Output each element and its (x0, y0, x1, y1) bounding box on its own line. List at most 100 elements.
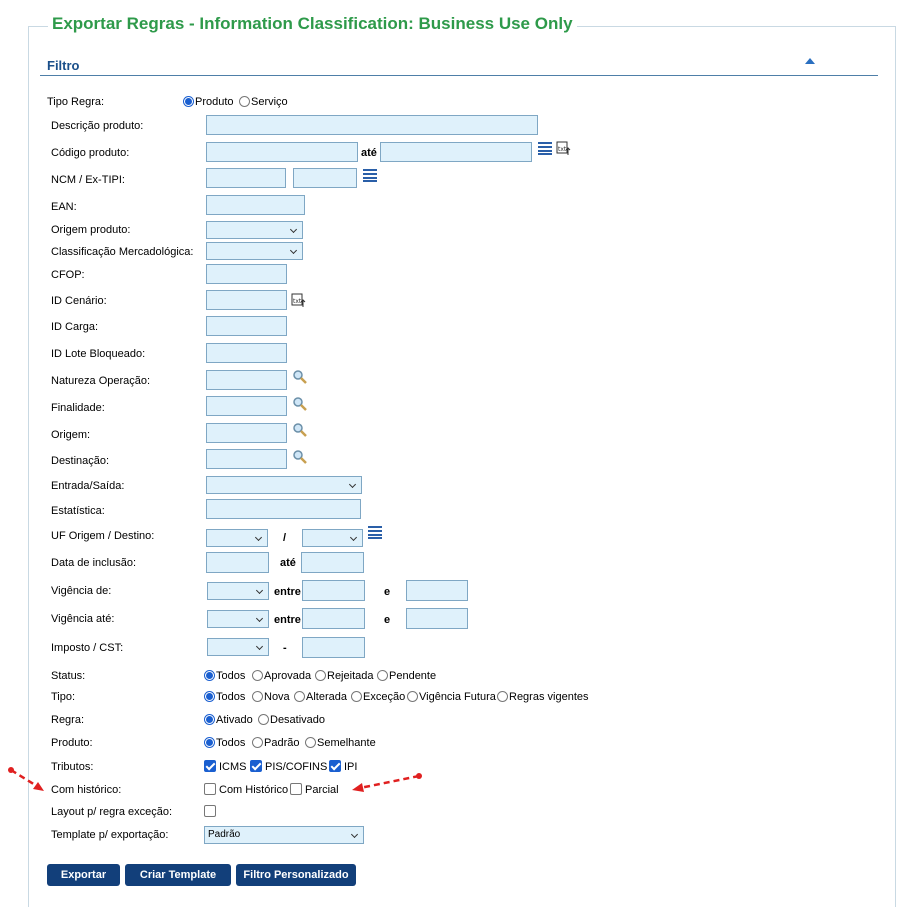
origem-produto-label: Origem produto: (51, 224, 131, 236)
page-title: Exportar Regras - Information Classifica… (48, 14, 577, 34)
finalidade-label: Finalidade: (51, 402, 105, 414)
ncm-label: NCM / Ex-TIPI: (51, 174, 125, 186)
checkbox-layout-excecao[interactable] (204, 805, 219, 818)
radio-tipo-alterada[interactable]: Alterada (294, 691, 347, 703)
annotation-arrows (8, 767, 422, 792)
descricao-input[interactable] (206, 115, 538, 135)
radio-tipo-vigencia-futura[interactable]: Vigência Futura (407, 691, 496, 703)
classificacao-select[interactable] (206, 242, 303, 260)
uf-label: UF Origem / Destino: (51, 530, 155, 542)
radio-icon (377, 670, 388, 681)
id-carga-label: ID Carga: (51, 321, 99, 333)
uf-destino-select[interactable] (302, 529, 363, 547)
template-label: Template p/ exportação: (51, 829, 169, 841)
produto-label: Produto: (51, 737, 93, 749)
destinacao-label: Destinação: (51, 455, 110, 467)
finalidade-input[interactable] (206, 396, 287, 416)
ean-input[interactable] (206, 195, 305, 215)
radio-regra-ativado[interactable]: Ativado (204, 714, 253, 726)
search-icon[interactable] (292, 449, 308, 465)
vigencia-de-fim-input[interactable] (406, 580, 468, 601)
uf-separator: / (283, 532, 287, 544)
radio-selected-icon (204, 670, 215, 681)
estatistica-label: Estatística: (51, 505, 105, 517)
radio-produto-semelhante[interactable]: Semelhante (305, 737, 376, 749)
origem-input[interactable] (206, 423, 287, 443)
radio-tipo-produto[interactable]: Produto (183, 96, 234, 108)
radio-status-pendente[interactable]: Pendente (377, 670, 436, 682)
destinacao-input[interactable] (206, 449, 287, 469)
id-carga-input[interactable] (206, 316, 287, 336)
id-lote-label: ID Lote Bloqueado: (51, 348, 146, 360)
status-label: Status: (51, 670, 86, 682)
data-inclusao-fim-input[interactable] (301, 552, 364, 573)
codigo-fim-input[interactable] (380, 142, 532, 162)
cfop-input[interactable] (206, 264, 287, 284)
codigo-inicio-input[interactable] (206, 142, 358, 162)
codigo-ate-label: até (361, 147, 377, 159)
historico-label: Com histórico: (51, 784, 122, 796)
checkbox-parcial[interactable]: Parcial (290, 783, 339, 796)
tipo-label: Tipo: (51, 691, 76, 703)
radio-icon (315, 670, 326, 681)
entrada-saida-select[interactable] (206, 476, 362, 494)
classificacao-label: Classificação Mercadológica: (51, 246, 194, 258)
ex-tipi-input[interactable] (293, 168, 357, 188)
vigencia-ate-fim-input[interactable] (406, 608, 468, 629)
radio-tipo-regras-vigentes[interactable]: Regras vigentes (497, 691, 589, 703)
radio-selected-icon (204, 737, 215, 748)
list-icon[interactable] (538, 141, 552, 155)
radio-status-todos[interactable]: Todos (204, 670, 245, 682)
vigencia-ate-select[interactable] (207, 610, 269, 628)
import-file-icon[interactable]: txt (291, 292, 307, 308)
radio-tipo-nova[interactable]: Nova (252, 691, 290, 703)
collapse-arrow-icon[interactable] (805, 58, 815, 64)
checkbox-pis-cofins[interactable]: PIS/COFINS (250, 760, 327, 773)
checkbox-com-historico[interactable]: Com Histórico (204, 783, 288, 796)
vigencia-de-e-label: e (384, 586, 391, 598)
estatistica-input[interactable] (206, 499, 361, 519)
radio-produto-padrao[interactable]: Padrão (252, 737, 299, 749)
checkbox-icon (204, 783, 216, 795)
section-divider (40, 75, 878, 76)
imposto-dash: - (283, 642, 287, 654)
radio-tipo-todos[interactable]: Todos (204, 691, 245, 703)
origem-produto-select[interactable] (206, 221, 303, 239)
radio-produto-todos[interactable]: Todos (204, 737, 245, 749)
annotation-arrow-right (352, 773, 422, 792)
criar-template-button[interactable]: Criar Template (125, 864, 231, 886)
template-select[interactable]: Padrão (204, 826, 364, 844)
checkbox-icms[interactable]: ICMS (204, 760, 247, 773)
exportar-button[interactable]: Exportar (47, 864, 120, 886)
search-icon[interactable] (292, 369, 308, 385)
list-icon[interactable] (368, 525, 382, 539)
section-title: Filtro (47, 58, 80, 73)
vigencia-de-select[interactable] (207, 582, 269, 600)
search-icon[interactable] (292, 396, 308, 412)
radio-tipo-excecao[interactable]: Exceção (351, 691, 405, 703)
vigencia-ate-inicio-input[interactable] (302, 608, 365, 629)
data-inclusao-inicio-input[interactable] (206, 552, 269, 573)
checkbox-ipi[interactable]: IPI (329, 760, 357, 773)
search-icon[interactable] (292, 422, 308, 438)
natureza-input[interactable] (206, 370, 287, 390)
uf-origem-select[interactable] (206, 529, 268, 547)
svg-text:txt: txt (293, 298, 302, 305)
filtro-personalizado-button[interactable]: Filtro Personalizado (236, 864, 356, 886)
radio-selected-icon (204, 691, 215, 702)
import-file-icon[interactable]: txt (556, 140, 572, 156)
cst-input[interactable] (302, 637, 365, 658)
radio-status-aprovada[interactable]: Aprovada (252, 670, 311, 682)
radio-regra-desativado[interactable]: Desativado (258, 714, 325, 726)
list-icon[interactable] (363, 168, 377, 182)
imposto-select[interactable] (207, 638, 269, 656)
regra-label: Regra: (51, 714, 85, 726)
annotation-arrow-left (8, 767, 44, 791)
radio-tipo-servico[interactable]: Serviço (239, 96, 288, 108)
vigencia-de-inicio-input[interactable] (302, 580, 365, 601)
id-lote-input[interactable] (206, 343, 287, 363)
id-cenario-input[interactable] (206, 290, 287, 310)
radio-status-rejeitada[interactable]: Rejeitada (315, 670, 373, 682)
checkbox-checked-icon (204, 760, 216, 772)
ncm-input[interactable] (206, 168, 286, 188)
